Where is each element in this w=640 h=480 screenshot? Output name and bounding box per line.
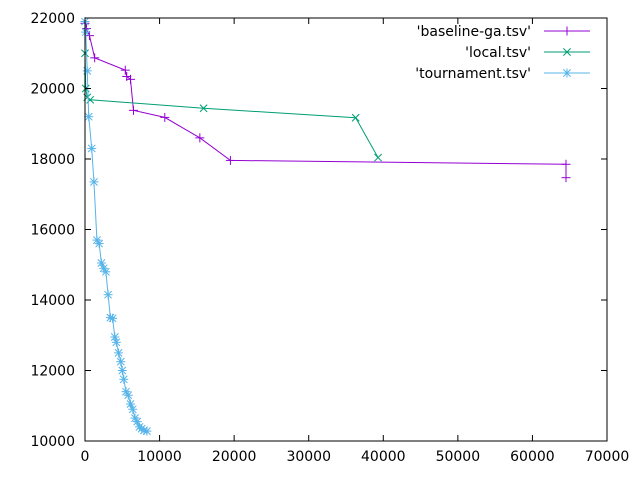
legend: 'baseline-ga.tsv' 'local.tsv' 'tournament.… (415, 24, 590, 82)
data-point (82, 66, 92, 76)
data-point (351, 113, 360, 122)
data-point (84, 31, 94, 41)
data-point (103, 290, 113, 300)
x-tick-label: 20000 (212, 449, 257, 465)
data-point (84, 112, 94, 122)
legend-label: 'local.tsv' (465, 45, 531, 61)
x-tick-label: 60000 (510, 449, 555, 465)
data-point (120, 65, 130, 75)
data-point (101, 267, 111, 277)
y-tick-label: 20000 (30, 82, 75, 98)
y-tick-label: 14000 (30, 293, 75, 309)
data-point (117, 366, 127, 375)
data-point (123, 390, 133, 400)
axis-layer: 0 10000 20000 30000 40000 50000 60000 70000 1000… (30, 11, 629, 465)
data-point (87, 143, 97, 153)
data-point (128, 105, 138, 115)
y-tick-label: 18000 (30, 152, 75, 168)
data-point (128, 404, 138, 414)
x-tick-label: 50000 (436, 449, 481, 465)
x-tick-label: 30000 (286, 449, 331, 465)
legend-label: 'baseline-ga.tsv' (417, 24, 531, 40)
x-tick-label: 70000 (585, 449, 630, 465)
legend-marker (562, 26, 572, 36)
data-point (142, 426, 152, 436)
data-point (90, 53, 100, 63)
y-tick-label: 22000 (30, 11, 75, 27)
legend-marker (563, 48, 571, 56)
data-point (199, 104, 208, 113)
data-point (160, 112, 170, 122)
y-tick-label: 12000 (30, 364, 75, 380)
data-point (89, 177, 99, 187)
x-tick-label: 0 (81, 449, 90, 465)
data-point (561, 173, 571, 183)
data-point (116, 357, 126, 367)
data-point (195, 133, 205, 143)
data-point (374, 153, 383, 162)
x-tick-label: 10000 (137, 449, 182, 465)
data-point (225, 155, 235, 165)
data-point (125, 74, 135, 84)
data-point (119, 374, 129, 384)
data-point (81, 27, 91, 37)
x-tick-label: 40000 (361, 449, 406, 465)
legend-marker (562, 68, 572, 78)
data-point (114, 348, 124, 358)
data-point (108, 313, 118, 323)
data-point (111, 337, 121, 347)
data-point (561, 159, 571, 169)
y-tick-label: 10000 (30, 434, 75, 450)
y-tick-label: 16000 (30, 223, 75, 239)
data-point (94, 239, 104, 249)
data-point (110, 332, 120, 342)
legend-label: 'tournament.tsv' (415, 66, 531, 82)
